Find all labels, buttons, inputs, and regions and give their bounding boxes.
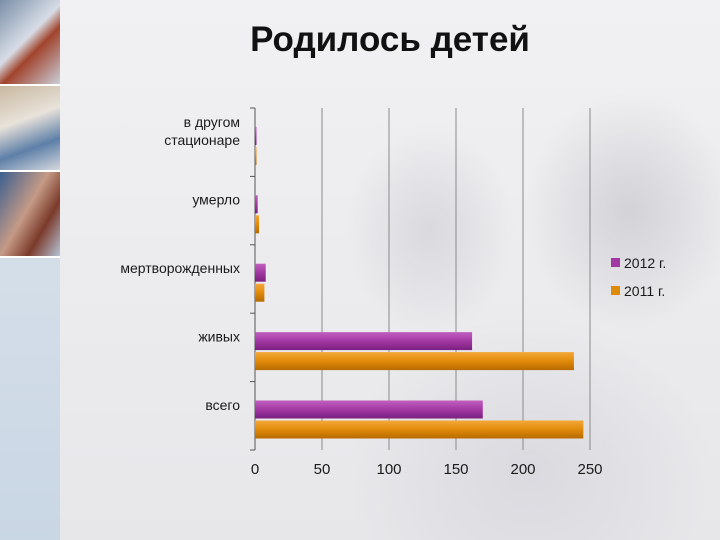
side-photo-doctors <box>0 0 60 86</box>
bar <box>255 283 265 302</box>
category-label: всего <box>205 397 240 413</box>
background-photo <box>60 0 720 540</box>
bar <box>255 215 260 234</box>
category-label: умерло <box>192 192 240 208</box>
legend-swatch <box>611 258 620 267</box>
legend-label: 2011 г. <box>624 283 665 299</box>
category-label: в другом <box>184 114 240 130</box>
x-tick-label: 200 <box>510 461 535 478</box>
side-photo-nurse <box>0 86 60 172</box>
x-tick-label: 50 <box>314 461 331 478</box>
bar <box>255 126 257 145</box>
bar <box>255 420 584 439</box>
x-tick-label: 0 <box>251 461 259 478</box>
chart-bars <box>255 126 584 439</box>
bar <box>255 195 258 214</box>
legend-label: 2012 г. <box>624 255 666 271</box>
bar <box>255 332 473 351</box>
category-label: мертворожденных <box>120 260 240 276</box>
x-tick-label: 100 <box>376 461 401 478</box>
x-tick-label: 250 <box>577 461 602 478</box>
x-axis-ticks: 0 50 100 150 200 250 <box>251 461 603 478</box>
chart-legend: 2012 г. 2011 г. <box>611 255 666 299</box>
bar <box>255 146 257 165</box>
x-tick-label: 150 <box>443 461 468 478</box>
side-photo-patient <box>0 172 60 258</box>
category-label: стационаре <box>164 132 240 148</box>
bar <box>255 400 483 419</box>
side-photo-strip <box>0 0 61 540</box>
bar <box>255 352 574 371</box>
category-labels: в другом стационаре умерло мертворожденных ж… <box>120 114 240 413</box>
category-label: живых <box>198 328 240 344</box>
chart-grid <box>250 107 591 451</box>
slide-title: Родилось детей <box>250 20 530 59</box>
legend-swatch <box>611 286 620 295</box>
bar <box>255 263 266 282</box>
